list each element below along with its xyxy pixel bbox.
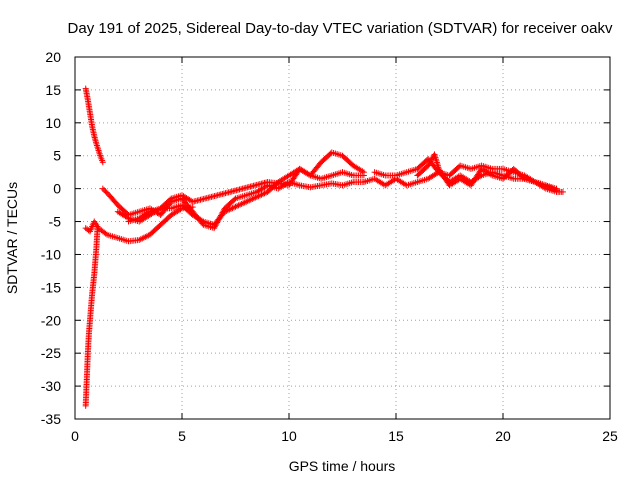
- x-tick-label: 10: [281, 428, 297, 444]
- y-tick-label: -20: [41, 312, 61, 328]
- x-tick-label: 25: [602, 428, 618, 444]
- y-tick-label: -15: [41, 279, 61, 295]
- data-point: [99, 185, 106, 192]
- data-point: [102, 188, 109, 195]
- grid: [75, 57, 610, 419]
- y-tick-label: 0: [53, 181, 61, 197]
- plot-frame: [74, 56, 611, 420]
- y-tick-label: 5: [53, 148, 61, 164]
- axis-ticks: 0 5 10 15 20 25 20 15 10 5 0 -5 -10 -15 -20 -25 -30 -35: [41, 49, 618, 444]
- data-point: [102, 230, 109, 237]
- y-tick-label: -30: [41, 378, 61, 394]
- data-points: [82, 85, 566, 409]
- y-tick-label: -35: [41, 411, 61, 427]
- data-point: [360, 169, 367, 176]
- y-tick-label: 20: [45, 49, 61, 65]
- x-tick-label: 5: [178, 428, 186, 444]
- data-point: [101, 186, 108, 193]
- data-point: [559, 188, 566, 195]
- y-tick-label: -10: [41, 246, 61, 262]
- x-tick-label: 20: [495, 428, 511, 444]
- x-tick-label: 15: [388, 428, 404, 444]
- data-point: [99, 159, 106, 166]
- y-tick-label: 15: [45, 82, 61, 98]
- data-point: [103, 189, 110, 196]
- x-axis-label: GPS time / hours: [289, 458, 396, 474]
- chart-title: Day 191 of 2025, Sidereal Day-to-day VTE…: [68, 20, 613, 37]
- y-axis-label: SDTVAR / TECUs: [4, 182, 20, 294]
- y-tick-label: -25: [41, 345, 61, 361]
- y-tick-label: 10: [45, 115, 61, 131]
- data-point: [553, 187, 560, 194]
- x-tick-label: 0: [71, 428, 79, 444]
- y-tick-label: -5: [49, 214, 62, 230]
